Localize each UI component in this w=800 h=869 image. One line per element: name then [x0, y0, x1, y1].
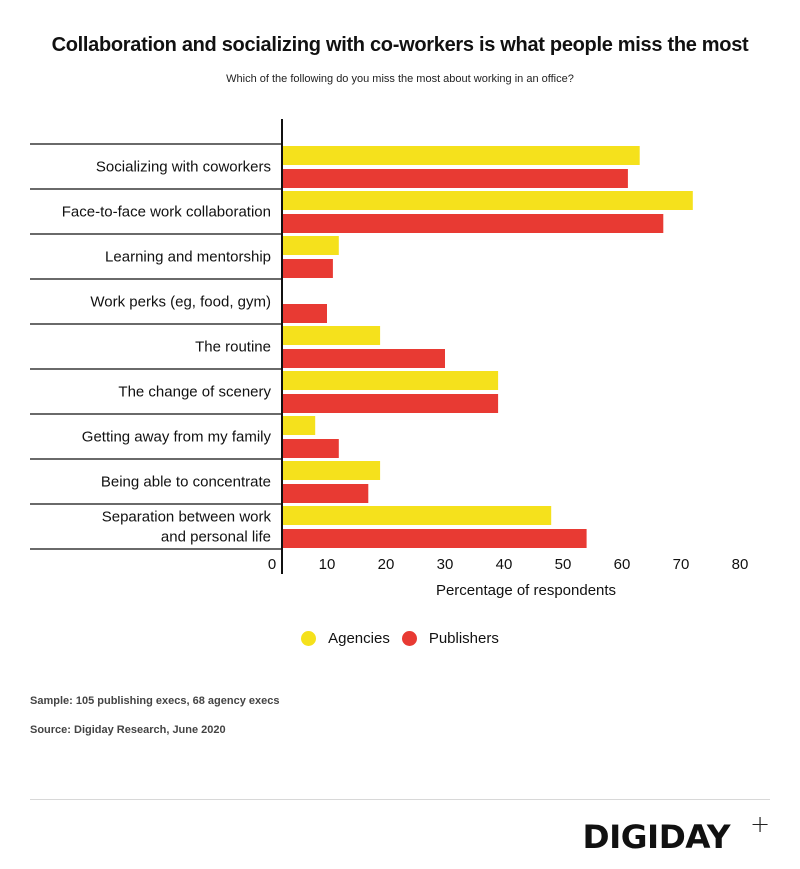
- digiday-logo[interactable]: DIGIDAY: [582, 818, 731, 856]
- bar-publishers: [282, 259, 333, 278]
- logo-plus-icon: +: [750, 810, 771, 838]
- bar-agencies: [282, 146, 640, 165]
- bar-publishers: [282, 394, 499, 413]
- x-axis-label: Percentage of respondents: [436, 582, 616, 599]
- bar-publishers: [282, 349, 445, 368]
- legend-label-publishers: Publishers: [428, 630, 499, 647]
- legend-item-agencies[interactable]: Agencies: [301, 630, 390, 647]
- category-label: Face-to-face work collaboration: [62, 204, 271, 221]
- bar-publishers: [282, 484, 369, 503]
- source-note: Source: Digiday Research, June 2020: [30, 724, 226, 736]
- bar-publishers: [282, 214, 664, 233]
- legend: Agencies Publishers: [0, 630, 800, 647]
- bar-agencies: [282, 191, 693, 210]
- category-label: and personal life: [161, 529, 271, 546]
- category-label: Socializing with coworkers: [96, 159, 271, 176]
- bar-publishers: [282, 169, 628, 188]
- x-tick-label: 80: [732, 556, 749, 573]
- x-tick-label: 30: [437, 556, 454, 573]
- category-label: Getting away from my family: [82, 429, 272, 446]
- category-label: Work perks (eg, food, gym): [90, 294, 271, 311]
- x-tick-label: 70: [673, 556, 690, 573]
- legend-item-publishers[interactable]: Publishers: [401, 630, 499, 647]
- bar-agencies: [282, 461, 381, 480]
- chart-subtitle: Which of the following do you miss the m…: [226, 73, 574, 85]
- legend-swatch-publishers: [401, 631, 417, 646]
- category-label: The routine: [195, 339, 271, 356]
- x-tick-label: 20: [378, 556, 395, 573]
- bar-agencies: [282, 236, 339, 255]
- category-label: The change of scenery: [118, 384, 271, 401]
- x-tick-label: 10: [319, 556, 336, 573]
- bar-chart: Socializing with coworkers Face-to-face w…: [30, 119, 749, 599]
- bar-publishers: [282, 529, 587, 548]
- sample-note: Sample: 105 publishing execs, 68 agency …: [30, 695, 280, 707]
- bar-publishers: [282, 304, 327, 323]
- footer-divider: [30, 799, 770, 800]
- bar-agencies: [282, 506, 552, 525]
- bar-publishers: [282, 439, 339, 458]
- x-tick-label: 0: [268, 556, 276, 573]
- x-tick-label: 40: [496, 556, 513, 573]
- x-tick-label: 50: [555, 556, 572, 573]
- category-label: Separation between work: [102, 509, 272, 526]
- legend-swatch-agencies: [301, 631, 317, 646]
- x-tick-label: 60: [614, 556, 631, 573]
- category-label: Being able to concentrate: [101, 474, 271, 491]
- bar-agencies: [282, 326, 381, 345]
- category-label: Learning and mentorship: [105, 249, 271, 266]
- chart-title: Collaboration and socializing with co-wo…: [51, 34, 749, 56]
- bar-agencies: [282, 371, 499, 390]
- legend-label-agencies: Agencies: [328, 630, 390, 647]
- bar-agencies: [282, 416, 316, 435]
